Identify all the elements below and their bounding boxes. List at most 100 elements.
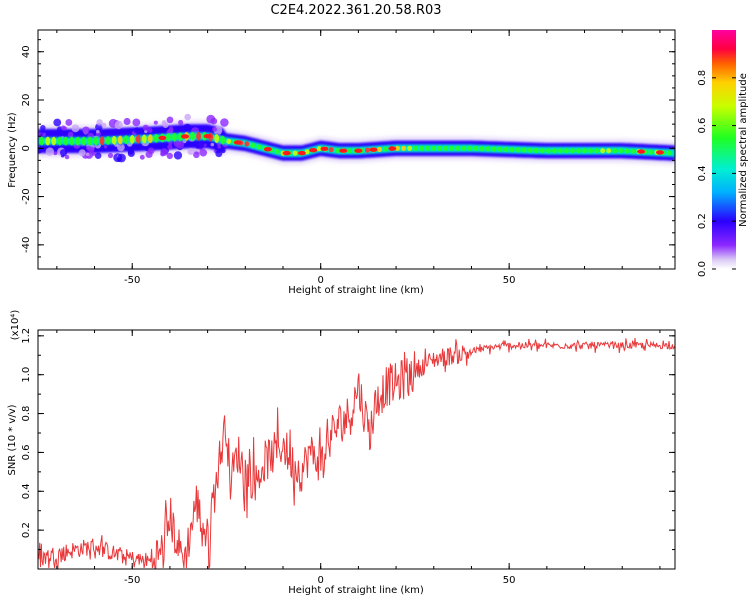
noise-blob [193, 151, 200, 159]
ridge-hotspot [346, 148, 352, 154]
ridge-hotspot [576, 148, 581, 154]
top-y-tick-label: 0 [21, 145, 32, 151]
ridge-hotspot [461, 145, 467, 151]
top-x-axis-label: Height of straight line (km) [288, 285, 424, 296]
noise-blob [169, 126, 174, 131]
bottom-x-tick-label: 0 [318, 575, 324, 586]
noise-blob [96, 119, 103, 126]
ridge-hotspot [172, 132, 177, 142]
ridge-hotspot [226, 138, 232, 144]
bottom-y-axis-label: SNR (10 * v/v) [7, 404, 18, 475]
noise-blob [178, 119, 184, 126]
noise-blob [199, 148, 208, 157]
ridge-peak [339, 148, 348, 153]
ridge-peak [637, 149, 646, 154]
noise-blob [42, 132, 46, 137]
ridge-peak [263, 147, 272, 152]
ridge-hotspot [141, 134, 147, 144]
noise-blob [40, 125, 46, 131]
chart-title: C2E4.2022.361.20.58.R03 [270, 3, 441, 18]
noise-blob [184, 113, 191, 121]
ridge-hotspot [479, 146, 485, 152]
noise-blob [175, 140, 185, 149]
noise-blob [94, 152, 102, 159]
ridge-peak [181, 134, 189, 139]
bottom-y-tick-label: 0.6 [21, 444, 32, 460]
ridge-hotspot [545, 148, 551, 154]
ridge-hotspot [190, 131, 195, 141]
ridge-hotspot [178, 132, 183, 142]
noise-blob [82, 145, 87, 150]
ridge-hotspot [292, 150, 298, 156]
noise-blob [168, 140, 173, 146]
ridge-hotspot [491, 146, 497, 152]
ridge-hotspot [449, 145, 455, 151]
ridge-hotspot [437, 145, 443, 151]
noise-blob [133, 127, 140, 134]
noise-blob [211, 126, 217, 132]
ridge-hotspot [527, 147, 533, 153]
ridge-hotspot [503, 146, 509, 153]
noise-blob [67, 131, 74, 138]
noise-blob [162, 122, 169, 129]
ridge-hotspot [582, 148, 587, 154]
ridge-hotspot [99, 136, 105, 146]
noise-blob [221, 148, 226, 154]
bottom-x-tick-label: 50 [503, 575, 516, 586]
ridge-hotspot [147, 134, 153, 144]
noise-blob [71, 124, 80, 133]
ridge-hotspot [45, 136, 51, 146]
noise-blob [114, 120, 123, 130]
ridge-hotspot [117, 135, 123, 145]
ridge-hotspot [129, 135, 135, 144]
ridge-peak [354, 148, 363, 153]
ridge-hotspot [630, 148, 636, 154]
bottom-y-tick-label: 1.2 [21, 328, 32, 344]
ridge-hotspot [316, 146, 322, 152]
ridge-hotspot [328, 147, 334, 153]
ridge-hotspot [564, 148, 569, 154]
noise-blob [147, 128, 153, 133]
ridge-hotspot [93, 136, 99, 146]
spectrogram-panel: -50 0 50 -40 -20 0 20 40 Height of straight lin… [7, 29, 676, 296]
ridge-peak [655, 150, 664, 155]
bottom-y-tick-label: 0.8 [21, 406, 32, 422]
ridge-hotspot [666, 150, 672, 156]
bottom-x-axis-label: Height of straight line (km) [288, 585, 424, 596]
ridge-peak [203, 134, 212, 139]
noise-blob [82, 126, 90, 134]
ridge-hotspot [533, 147, 539, 153]
noise-blob [86, 145, 92, 151]
y-axis-multiplier: (x10⁴) [10, 310, 21, 341]
snr-line [38, 338, 675, 569]
ridge-hotspot [383, 146, 388, 152]
noise-blob [45, 147, 55, 156]
noise-blob [196, 140, 205, 149]
snr-panel: -50 0 50 0.2 0.4 0.6 0.8 1.0 1.2 Height of strai… [7, 310, 676, 596]
top-y-tick-label: -40 [21, 237, 32, 253]
ridge-hotspot [395, 145, 400, 151]
noise-blob [166, 152, 173, 160]
top-x-tick-label: 0 [318, 275, 324, 286]
noise-blob [90, 148, 94, 152]
ridge-hotspot [365, 147, 370, 153]
ridge-hotspot [69, 136, 75, 146]
snr-line-series [38, 338, 675, 569]
ridge-peak [158, 135, 167, 141]
ridge-hotspot [509, 146, 515, 153]
ridge-hotspot [250, 142, 256, 148]
colorbar-tick-label: 0.4 [697, 165, 708, 181]
ridge-peak [282, 150, 291, 156]
ridge-hotspot [443, 145, 449, 151]
ridge-hotspot [135, 134, 141, 144]
ridge-hotspot [515, 147, 521, 153]
noise-blob [38, 147, 43, 154]
ridge-hotspot [539, 147, 545, 154]
ridge-hotspot [407, 145, 413, 151]
noise-blob [160, 151, 165, 157]
top-x-tick-label: 50 [503, 275, 516, 286]
ridge-hotspot [497, 146, 503, 152]
ridge-hotspot [455, 145, 461, 151]
noise-blob [53, 151, 58, 156]
ridge-hotspot [600, 148, 606, 154]
